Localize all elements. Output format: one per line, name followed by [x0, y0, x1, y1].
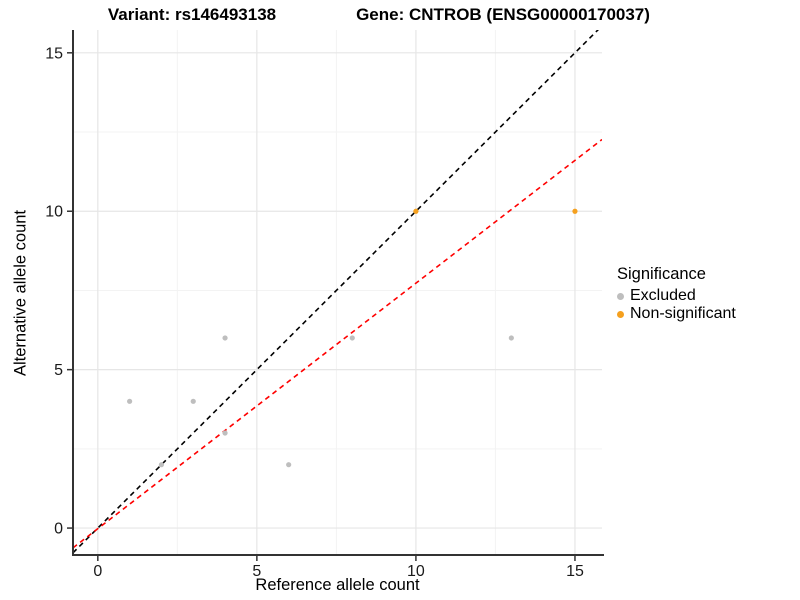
data-point-excluded [286, 462, 292, 468]
regression-line [73, 138, 602, 549]
data-point-excluded [127, 398, 133, 404]
x-tick-label: 5 [252, 563, 261, 580]
data-point-excluded [158, 462, 165, 468]
data-point-excluded [222, 335, 228, 341]
x-tick-label: 0 [93, 563, 102, 580]
variant-title: Variant: rs146493138 [107, 5, 277, 24]
legend: Significance Excluded Non-significant [617, 265, 736, 323]
y-tick-label: 15 [45, 45, 63, 62]
x-axis-title: Reference allele count [255, 576, 420, 594]
excluded-dot-icon [617, 292, 624, 300]
legend-title: Significance [617, 265, 706, 283]
y-tick-label: 0 [54, 521, 63, 538]
legend-item-non-significant: Non-significant [617, 305, 736, 323]
y-tick-label: 5 [54, 362, 63, 379]
non-significant-dot-icon [617, 310, 624, 318]
data-point-non-significant [572, 208, 578, 214]
data-point-excluded [222, 430, 228, 436]
y-tick-label: 10 [45, 204, 63, 221]
y-axis-title: Alternative allele count [11, 209, 30, 377]
x-tick-label: 10 [407, 563, 425, 580]
legend-item-label: Excluded [630, 287, 696, 304]
legend-item-excluded: Excluded [617, 287, 736, 305]
data-point-excluded [349, 335, 355, 341]
data-point-excluded [508, 335, 514, 341]
data-point-excluded [190, 398, 196, 404]
legend-item-label: Non-significant [630, 305, 736, 322]
plot-svg: 0 5 10 15 0 5 10 15 [45, 30, 604, 580]
x-tick-label: 15 [566, 563, 584, 580]
identity-line [73, 30, 599, 554]
gene-title: Gene: CNTROB (ENSG00000170037) [356, 5, 650, 24]
data-point-non-significant [413, 208, 419, 214]
